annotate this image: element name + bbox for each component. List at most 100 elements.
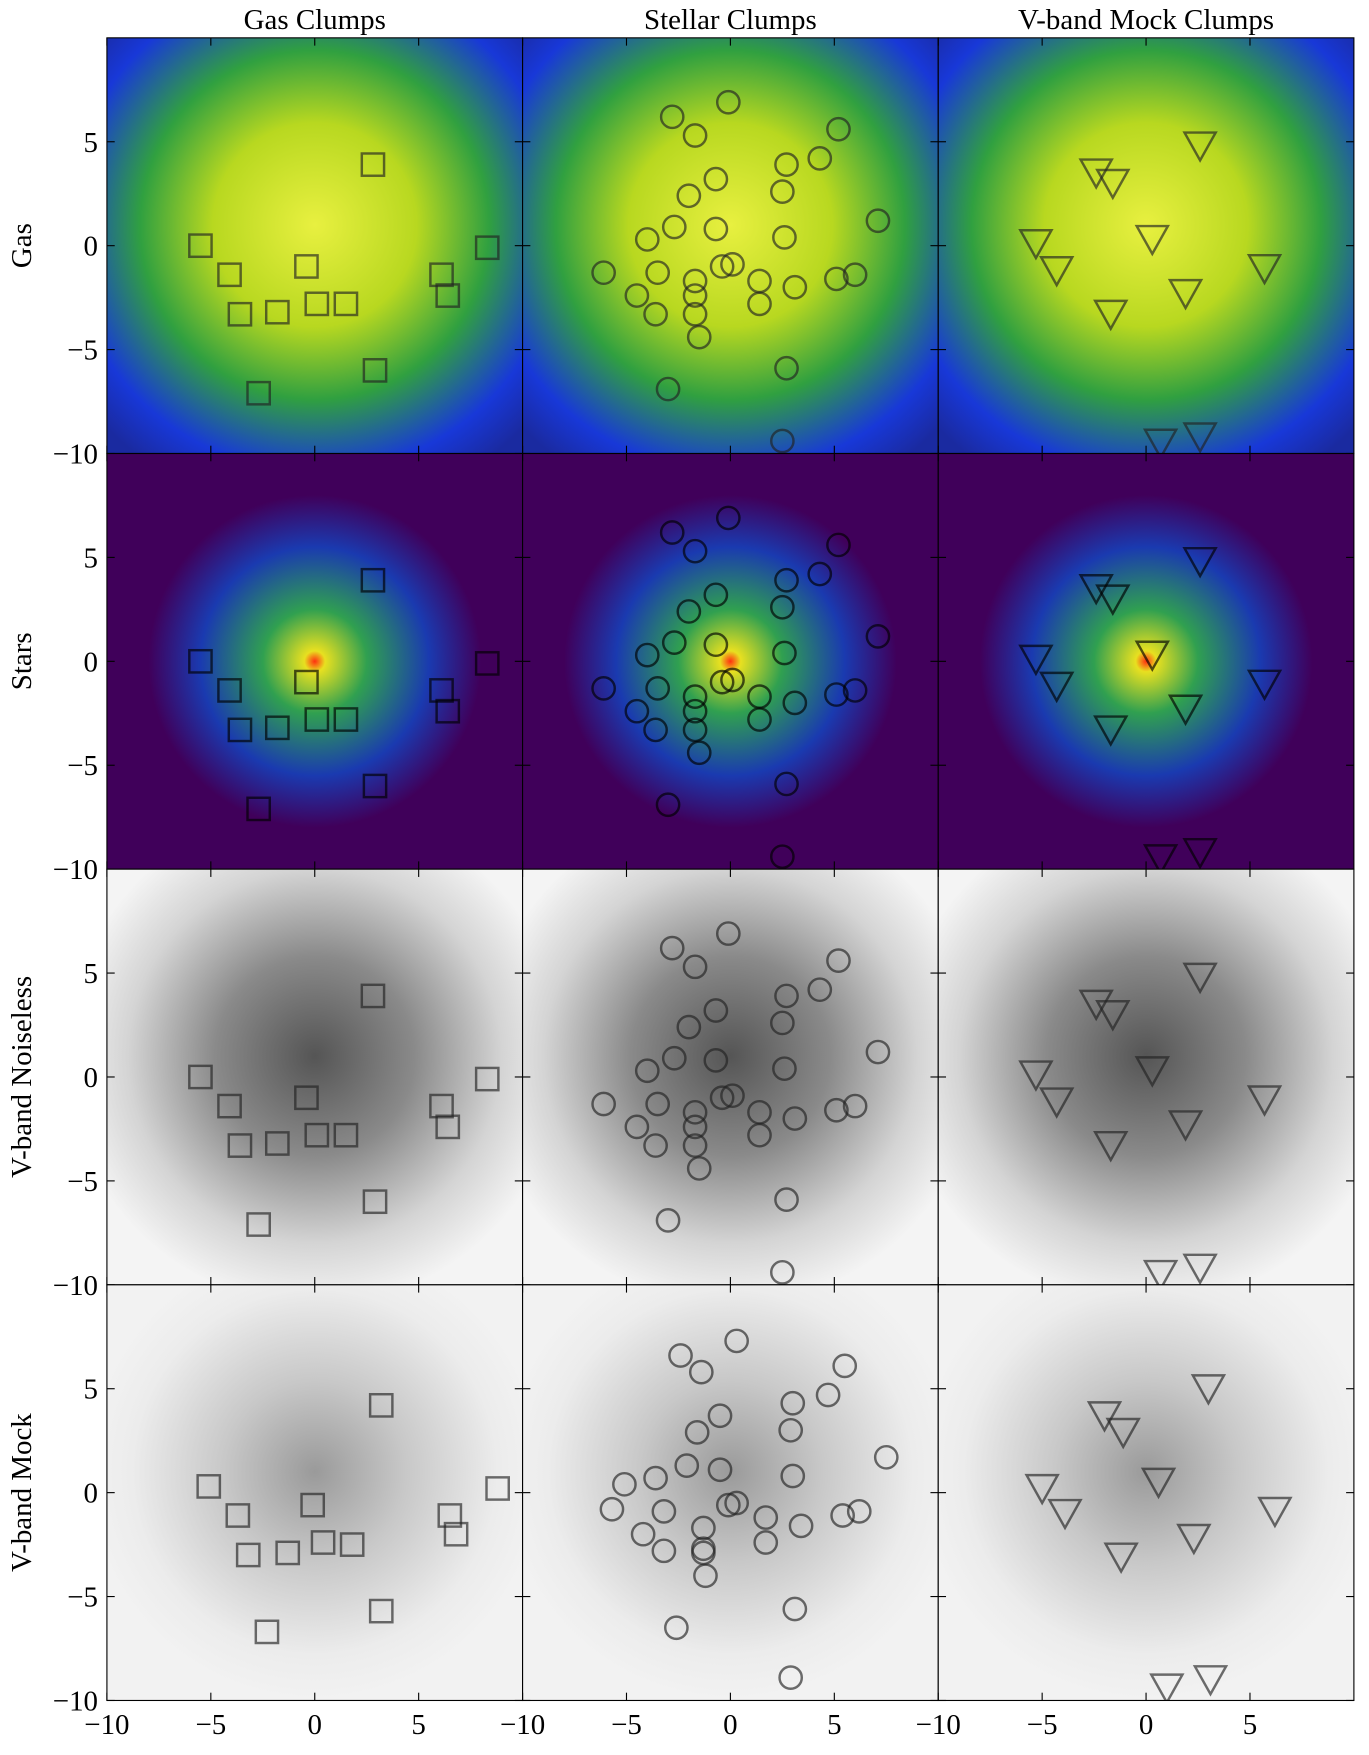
marker-layer: [591, 505, 891, 870]
clump-marker: [703, 998, 729, 1023]
clump-marker: [362, 1189, 388, 1215]
clump-marker: [275, 1540, 301, 1566]
clump-marker: [304, 291, 330, 317]
panel-image: [106, 869, 523, 1285]
x-tick-label: 5: [827, 1709, 841, 1741]
y-tick-label: 5: [84, 1374, 98, 1406]
clump-marker: [676, 599, 702, 624]
clump-marker: [770, 428, 795, 454]
x-tick-label: −5: [1027, 1709, 1058, 1741]
clump-marker: [686, 740, 712, 766]
clump-marker: [1192, 1665, 1229, 1697]
clump-marker: [780, 1390, 806, 1416]
clump-marker: [682, 1099, 708, 1125]
clump-marker: [1149, 1673, 1185, 1701]
clump-marker: [747, 291, 772, 317]
y-tick-label: 0: [84, 231, 98, 263]
y-tick-label: −5: [67, 1166, 98, 1198]
clump-marker: [707, 1403, 733, 1429]
clump-marker: [655, 1208, 681, 1233]
clump-marker: [227, 301, 253, 327]
clump-marker: [634, 227, 660, 252]
clump-marker: [217, 678, 242, 703]
clump-marker: [217, 262, 242, 288]
clump-marker: [264, 1131, 290, 1156]
clump-marker: [599, 1496, 625, 1522]
clump-marker: [668, 1343, 693, 1368]
clump-marker: [1086, 1401, 1123, 1433]
clump-marker: [362, 773, 388, 799]
y-tick-label: −5: [67, 750, 98, 782]
marker-layer: [188, 152, 500, 406]
x-tick-label: 0: [723, 1709, 737, 1741]
clump-marker: [709, 1085, 735, 1111]
clump-marker: [682, 268, 708, 294]
marker-layer: [1018, 962, 1283, 1285]
clump-marker: [1182, 546, 1218, 579]
y-tick-label: −10: [53, 1685, 98, 1717]
clump-marker: [724, 1328, 749, 1354]
clump-marker: [770, 179, 795, 204]
x-tick-label: 0: [1139, 1709, 1153, 1741]
clump-marker: [1140, 1467, 1177, 1500]
clump-marker: [682, 1114, 708, 1140]
clump-marker: [661, 1045, 687, 1071]
clump-marker: [1078, 574, 1114, 606]
clump-marker: [227, 717, 253, 743]
y-tick-label: −5: [67, 1582, 98, 1614]
clump-marker: [824, 1097, 849, 1123]
clump-marker: [842, 678, 868, 703]
row-label: Stars: [6, 632, 38, 690]
clump-marker: [682, 123, 708, 148]
clump-marker: [865, 624, 891, 649]
clump-marker: [655, 792, 681, 818]
panel-image: [522, 37, 939, 454]
clump-marker: [1167, 694, 1204, 727]
panel-image: [106, 453, 523, 870]
clump-marker: [682, 283, 708, 308]
y-tick-label: 5: [84, 127, 98, 159]
panel-image: [938, 1284, 1354, 1701]
clump-marker: [188, 233, 213, 259]
panel-image: [522, 869, 939, 1285]
clump-marker: [188, 648, 213, 674]
panel-image: [938, 869, 1354, 1285]
clump-marker: [1105, 1417, 1141, 1450]
clump-marker: [1018, 1060, 1054, 1092]
clump-marker: [591, 260, 616, 286]
y-tick-label: −10: [53, 439, 98, 471]
clump-marker: [770, 844, 795, 870]
clump-marker: [824, 682, 849, 707]
clump-marker: [782, 1596, 808, 1622]
clump-marker: [1134, 224, 1170, 257]
clump-marker: [770, 1259, 795, 1285]
clump-marker: [474, 1066, 500, 1092]
clump-marker: [865, 208, 891, 234]
y-tick-label: 0: [84, 1478, 98, 1510]
clump-marker: [217, 1093, 242, 1119]
clump-marker: [826, 948, 851, 973]
clump-marker: [1142, 844, 1179, 870]
clump-marker: [1167, 1110, 1204, 1142]
clump-marker: [196, 1474, 222, 1499]
clump-marker: [360, 152, 386, 177]
clump-marker: [333, 291, 359, 317]
x-tick-label: −10: [84, 1709, 129, 1741]
clump-marker: [591, 1091, 616, 1117]
marker-layer: [591, 89, 891, 454]
clump-marker: [703, 166, 729, 192]
clump-marker: [774, 152, 799, 177]
clump-marker: [1093, 715, 1129, 747]
clump-marker: [782, 690, 808, 716]
row-label: V-band Noiseless: [6, 976, 38, 1178]
clump-marker: [235, 1542, 261, 1568]
clump-marker: [842, 1093, 868, 1119]
clump-marker: [715, 505, 741, 531]
clump-marker: [1142, 428, 1179, 454]
y-tick-label: 0: [84, 646, 98, 678]
clump-marker: [1182, 962, 1218, 995]
clump-marker: [294, 669, 319, 695]
clump-marker: [830, 1503, 855, 1528]
